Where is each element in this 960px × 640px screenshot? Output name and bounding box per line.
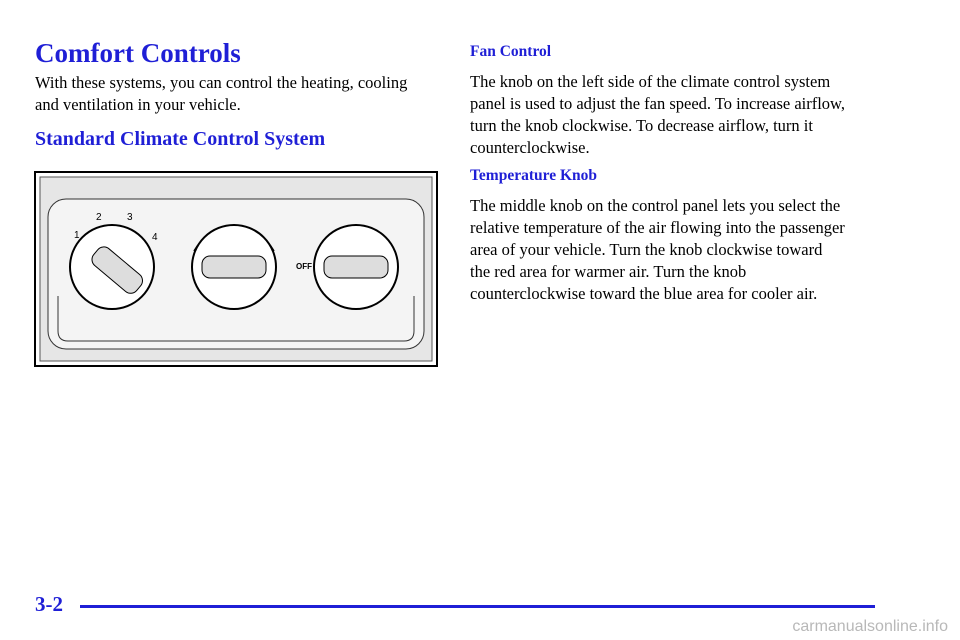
temperature-knob [191,224,277,310]
subsection-title: Fan Control [470,43,552,60]
text-line: counterclockwise. [470,138,590,157]
fan-speed-label: 2 [96,212,102,223]
text-line: panel is used to adjust the fan speed. T… [470,94,846,113]
footer-rule [80,605,875,608]
watermark: carmanualsonline.info [792,618,948,635]
text-line: counterclockwise toward the blue area fo… [470,284,818,303]
text-line: The middle knob on the control panel let… [470,196,841,215]
fan-speed-label: 1 [74,230,80,241]
subsection-title: Temperature Knob [470,167,598,184]
fan-speed-label: 3 [127,212,133,223]
text-line: With these systems, you can control the … [35,73,408,92]
text-line: area of your vehicle. Turn the knob cloc… [470,240,823,259]
fan-speed-label: 4 [152,232,158,243]
fan-knob [69,224,155,310]
temperature-knob-text: The middle knob on the control panel let… [470,195,845,305]
intro: With these systems, you can control the … [35,72,407,116]
text-line: turn the knob clockwise. To decrease air… [470,116,813,135]
fan-control-text: The knob on the left side of the climate… [470,71,845,159]
illustration: 1 2 3 4 OFF [34,171,438,367]
mode-knob [313,224,399,310]
text-line: relative temperature of the air flowing … [470,218,845,237]
text-line: and ventilation in your vehicle. [35,95,241,114]
section-title: Standard Climate Control System [35,128,326,150]
panel-lip [57,296,415,342]
text-line: The knob on the left side of the climate… [470,72,831,91]
page-title: Comfort Controls [35,38,241,68]
page-number: 3-2 [35,592,63,616]
text-line: the red area for warmer air. Turn the kn… [470,262,747,281]
off-label: OFF [296,262,312,271]
